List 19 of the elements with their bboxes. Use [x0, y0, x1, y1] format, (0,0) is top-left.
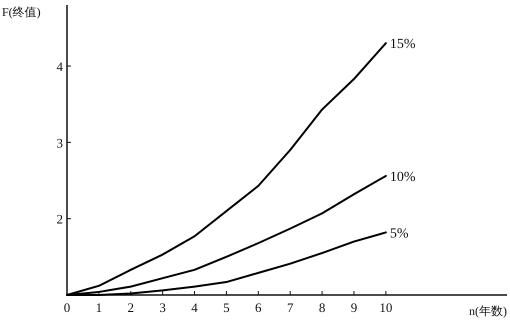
x-tick-label: 10 [379, 300, 392, 315]
y-tick-label: 4 [56, 59, 64, 74]
y-axis-title: F(终值) [2, 5, 41, 19]
series-label: 5% [390, 226, 409, 242]
y-tick-label: 2 [56, 212, 63, 227]
x-tick-label: 7 [286, 300, 294, 315]
x-tick-label: 8 [318, 300, 326, 315]
series-label: 15% [390, 37, 416, 52]
series-label: 10% [390, 170, 416, 185]
x-tick-label: 6 [255, 300, 262, 315]
x-tick-label: 3 [159, 300, 166, 315]
x-tick-label: 4 [191, 300, 198, 315]
x-tick-label: 0 [64, 300, 70, 315]
x-tick-label: 1 [96, 300, 102, 315]
x-axis-title: n(年数) [469, 304, 507, 318]
x-tick-label: 2 [128, 300, 134, 315]
x-tick-label: 9 [350, 300, 358, 315]
x-tick-label: 5 [223, 300, 230, 315]
y-tick-label: 3 [56, 135, 63, 150]
